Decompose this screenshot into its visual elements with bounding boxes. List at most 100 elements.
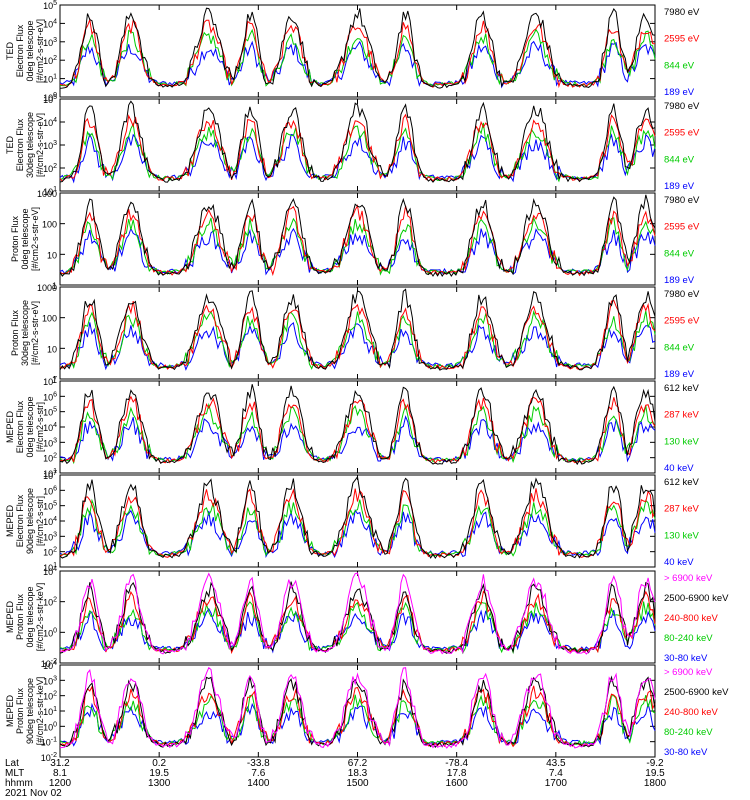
y-tick-label: 10-2	[41, 752, 57, 763]
legend-entry: 2595 eV	[664, 222, 700, 233]
y-tick-label: 10	[47, 344, 57, 354]
x-tick-label: 67.2	[348, 758, 368, 769]
y-axis-label: [#/cm2-s-str-eV]	[30, 207, 40, 271]
legend-entry: 2595 eV	[664, 316, 700, 327]
x-tick-label: 1300	[148, 778, 171, 789]
legend-entry: > 6900 keV	[664, 573, 713, 584]
y-tick-label: 106	[43, 391, 57, 402]
legend-entry: 2595 eV	[664, 34, 700, 45]
y-tick-label: 104	[43, 18, 57, 29]
panel-6: 101 102 103 104 105 106 107 MEPED Electron Flux 9…	[5, 470, 700, 573]
x-tick-label: 7.4	[549, 768, 563, 779]
series-line	[59, 122, 656, 183]
y-tick-label: 100	[43, 92, 57, 103]
y-tick-label: 101	[43, 186, 57, 197]
y-tick-label: 100	[43, 721, 57, 732]
y-axis-label: [#/cm2-s-str-keV]	[35, 583, 45, 652]
y-tick-label: 105	[43, 0, 57, 11]
series-line	[59, 288, 656, 371]
y-axis-label: [#/cm2-s-str-eV]	[35, 113, 45, 177]
legend-entry: 7980 eV	[664, 289, 700, 300]
legend-entry: 844 eV	[664, 154, 695, 165]
series-line	[59, 702, 656, 747]
x-tick-label: 19.5	[645, 768, 665, 779]
y-tick-label: 100	[42, 314, 57, 324]
y-tick-label: 104	[43, 516, 57, 527]
legend-entry: 80-240 keV	[664, 633, 713, 644]
x-tick-label: 1200	[49, 778, 72, 789]
y-tick-label: 106	[43, 485, 57, 496]
series-line	[59, 7, 656, 89]
y-axis-label: TED	[5, 135, 15, 154]
y-tick-label: 1000	[37, 189, 57, 199]
series-line	[59, 28, 656, 88]
x-tick-label: -9.2	[646, 758, 664, 769]
y-axis-label: 0deg telescope	[25, 586, 35, 647]
y-tick-label: 101	[43, 74, 57, 85]
x-tick-label: 17.8	[447, 768, 467, 779]
y-tick-label: 103	[43, 140, 57, 151]
y-axis-label: [#/cm2-s-str]	[35, 496, 45, 546]
y-tick-label: 1	[52, 375, 57, 385]
y-tick-label: 100	[43, 627, 57, 638]
legend-entry: 130 keV	[664, 530, 700, 541]
legend-entry: 844 eV	[664, 342, 695, 353]
y-tick-label: 10-1	[41, 737, 57, 748]
y-axis-label: Electron Flux	[15, 118, 25, 171]
series-line	[59, 572, 656, 655]
legend-entry: 7980 eV	[664, 101, 700, 112]
y-axis-label: Electron Flux	[15, 494, 25, 547]
series-line	[59, 607, 656, 654]
legend-entry: 2595 eV	[664, 128, 700, 139]
y-tick-label: 101	[43, 562, 57, 573]
x-row-label: MLT	[5, 768, 24, 779]
y-axis-label: Electron Flux	[15, 24, 25, 77]
y-tick-label: 1	[52, 281, 57, 291]
y-axis-label: 90deg telescope	[25, 488, 35, 554]
y-tick-label: 104	[43, 117, 57, 128]
y-axis-label: [#/cm2-s-str-eV]	[30, 301, 40, 365]
y-axis-label: 30deg telescope	[20, 300, 30, 366]
x-tick-label: 0.2	[152, 758, 166, 769]
y-tick-label: 101	[43, 706, 57, 717]
y-axis-label: [#/cm2-s-str-keV]	[35, 677, 45, 746]
y-axis-label: Electron Flux	[15, 400, 25, 453]
x-tick-label: 1800	[644, 778, 667, 789]
legend-entry: 612 keV	[664, 477, 700, 488]
y-axis-label: 0deg telescope	[20, 208, 30, 269]
legend-entry: 7980 eV	[664, 195, 700, 206]
legend-entry: 2500-6900 keV	[664, 687, 729, 698]
x-tick-label: -33.8	[247, 758, 270, 769]
y-tick-label: 1000	[37, 283, 57, 293]
legend-entry: 189 eV	[664, 275, 695, 286]
legend-entry: 189 eV	[664, 87, 695, 98]
legend-entry: 189 eV	[664, 181, 695, 192]
legend-entry: > 6900 keV	[664, 667, 713, 678]
legend-entry: 40 keV	[664, 463, 694, 474]
y-tick-label: 103	[43, 531, 57, 542]
y-tick-label: 10-2	[41, 658, 57, 669]
x-tick-label: 43.5	[546, 758, 566, 769]
y-axis-label: MEPED	[5, 505, 15, 538]
x-tick-label: 8.1	[53, 768, 67, 779]
series-line	[59, 322, 656, 371]
y-tick-label: 107	[43, 376, 57, 387]
y-axis-label: Proton Flux	[15, 593, 25, 640]
series-line	[59, 384, 656, 466]
legend-entry: 240-800 keV	[664, 707, 719, 718]
y-axis-label: 90deg telescope	[25, 678, 35, 744]
y-tick-label: 103	[43, 37, 57, 48]
y-tick-label: 107	[43, 470, 57, 481]
panel-3: 1 10 100 1000 Proton Flux 0deg telescope [#/cm…	[10, 189, 700, 291]
y-tick-label: 102	[43, 547, 57, 558]
y-tick-label: 104	[43, 660, 57, 671]
y-tick-label: 103	[43, 675, 57, 686]
y-tick-label: 105	[43, 94, 57, 105]
x-tick-label: 1400	[247, 778, 270, 789]
legend-entry: 844 eV	[664, 60, 695, 71]
legend-entry: 30-80 keV	[664, 653, 708, 664]
y-tick-label: 104	[43, 422, 57, 433]
legend-entry: 80-240 keV	[664, 727, 713, 738]
panel-7: 10-2 100 102 104 MEPED Proton Flux 0deg telesc…	[5, 566, 729, 669]
legend-entry: 287 keV	[664, 504, 700, 515]
